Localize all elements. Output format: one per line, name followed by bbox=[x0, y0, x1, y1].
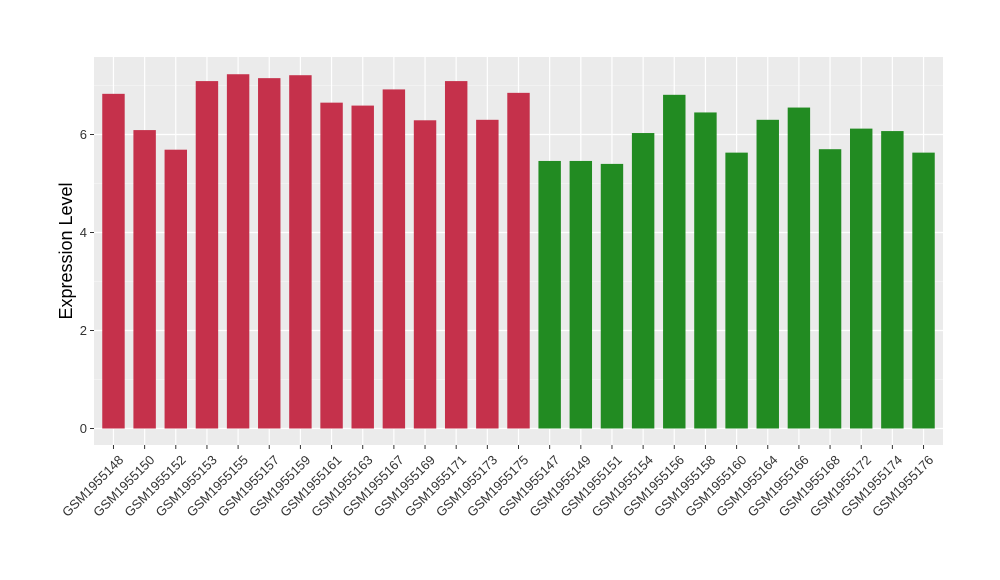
bar-GSM1955161 bbox=[320, 102, 343, 429]
y-tick-label: 2 bbox=[80, 323, 87, 338]
x-axis: GSM1955148GSM1955150GSM1955152GSM1955153… bbox=[59, 445, 936, 520]
bar-GSM1955155 bbox=[226, 74, 250, 429]
bar-GSM1955147 bbox=[538, 160, 561, 429]
bar-GSM1955163 bbox=[351, 105, 374, 429]
bar-GSM1955169 bbox=[413, 120, 437, 429]
bar-GSM1955176 bbox=[912, 152, 935, 429]
y-tick-label: 0 bbox=[80, 421, 87, 436]
bar-GSM1955157 bbox=[258, 78, 281, 429]
bar-GSM1955175 bbox=[507, 92, 530, 429]
y-tick-label: 6 bbox=[80, 127, 87, 142]
bars bbox=[102, 74, 935, 429]
bar-GSM1955174 bbox=[881, 131, 904, 429]
bar-GSM1955153 bbox=[195, 81, 219, 429]
bar-GSM1955164 bbox=[756, 119, 779, 429]
bar-GSM1955148 bbox=[102, 93, 125, 429]
bar-GSM1955171 bbox=[444, 81, 468, 429]
bar-GSM1955156 bbox=[663, 94, 686, 429]
bar-GSM1955149 bbox=[569, 160, 593, 429]
bar-GSM1955154 bbox=[631, 133, 655, 429]
bar-GSM1955166 bbox=[787, 107, 811, 429]
bar-GSM1955152 bbox=[164, 149, 188, 429]
y-axis-title: Expression Level bbox=[56, 182, 76, 319]
bar-GSM1955150 bbox=[133, 130, 156, 429]
bar-GSM1955168 bbox=[818, 149, 842, 429]
bar-GSM1955173 bbox=[476, 119, 499, 429]
bar-GSM1955159 bbox=[289, 75, 312, 429]
bar-GSM1955167 bbox=[382, 89, 406, 429]
bar-GSM1955151 bbox=[600, 163, 624, 429]
bar-GSM1955172 bbox=[849, 128, 873, 429]
y-tick-label: 4 bbox=[80, 225, 87, 240]
y-axis: 0 2 4 6 bbox=[80, 127, 94, 436]
bar-GSM1955160 bbox=[725, 152, 748, 429]
bar-GSM1955158 bbox=[694, 112, 717, 429]
